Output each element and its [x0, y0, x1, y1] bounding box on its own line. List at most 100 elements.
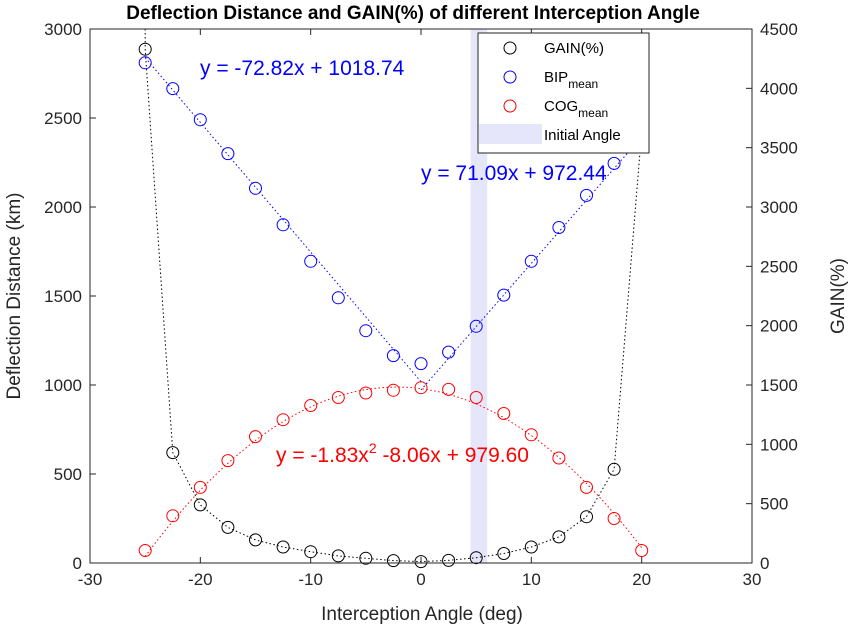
gain-trend-curve — [144, 28, 643, 563]
x-tick-label: -10 — [298, 570, 323, 589]
gain-point — [442, 553, 456, 567]
cog-point — [635, 544, 649, 557]
cog-point — [386, 383, 400, 397]
y-left-tick-label: 500 — [54, 465, 82, 484]
cog-point — [414, 381, 428, 395]
cog-point — [469, 391, 483, 404]
gain-point — [469, 551, 483, 565]
gain-point — [249, 533, 262, 547]
cog-point — [580, 480, 593, 494]
x-tick-label: 30 — [743, 570, 762, 589]
legend-label-bip: BIPmean — [544, 69, 598, 91]
gain-point — [414, 555, 428, 569]
bip-point — [221, 147, 235, 161]
cog-point — [442, 382, 456, 396]
gain-point — [386, 554, 400, 568]
cog-point — [497, 407, 511, 420]
bip-point — [359, 324, 373, 338]
y-right-tick-label: 3000 — [760, 198, 798, 217]
y-right-tick-label: 2000 — [760, 317, 798, 336]
x-axis-title: Interception Angle (deg) — [321, 604, 523, 625]
cog-point — [249, 430, 262, 444]
cog-point — [221, 454, 235, 468]
x-tick-label: 20 — [632, 570, 651, 589]
y-right-tick-label: 4000 — [760, 79, 798, 98]
gain-point — [193, 498, 207, 512]
legend-label-initialangle: Initial Angle — [544, 127, 621, 144]
gain-point — [221, 520, 235, 534]
y-left-tick-label: 1000 — [44, 376, 82, 395]
initial-angle-band — [470, 29, 488, 563]
y-right-tick-label: 1500 — [760, 376, 798, 395]
legend-marker-gain — [503, 41, 517, 55]
y-right-tick-label: 0 — [760, 554, 769, 573]
bip-point — [331, 291, 345, 305]
cog-point — [524, 428, 538, 442]
y-left-tick-label: 1500 — [44, 287, 82, 306]
y-right-tick-label: 3500 — [760, 139, 798, 158]
equation-bip-left: y = -72.82x + 1018.74 — [200, 57, 405, 80]
gain-point — [580, 510, 593, 524]
cog-point — [304, 399, 318, 412]
x-tick-label: 0 — [416, 570, 425, 589]
cog-point — [552, 451, 566, 465]
x-tick-label: -20 — [188, 570, 213, 589]
bip-point — [442, 345, 456, 359]
x-tick-label: -30 — [78, 570, 103, 589]
gain-point — [524, 540, 538, 554]
bip-point — [469, 319, 483, 333]
bip-point — [193, 113, 207, 127]
legend: GAIN(%) BIPmean COGmean Initial Angle — [477, 32, 650, 154]
y-left-axis-title: Deflection Distance (km) — [4, 193, 25, 400]
bip-point — [249, 181, 262, 195]
cog-point — [331, 391, 345, 404]
y-right-tick-label: 2500 — [760, 257, 798, 276]
y-right-tick-label: 1000 — [760, 435, 798, 454]
cog-point — [193, 480, 207, 494]
legend-marker-bip — [503, 70, 517, 84]
cog-point — [607, 512, 621, 525]
cog-point — [138, 544, 152, 557]
cog-point — [359, 386, 373, 400]
gain-point — [331, 549, 345, 563]
bip-point — [497, 288, 511, 302]
plot-layer: y = -72.82x + 1018.74 y = 71.09x + 972.44… — [138, 28, 649, 569]
bip-point — [166, 82, 180, 96]
bip-point — [414, 357, 428, 371]
gain-point — [138, 42, 152, 56]
gain-point — [166, 446, 180, 460]
chart-title: Deflection Distance and GAIN(%) of diffe… — [126, 3, 700, 24]
axes-layer: -30 -20 -10 0 10 20 30050010001500200025003000… — [44, 20, 798, 589]
bip-point — [138, 56, 152, 70]
bip-point — [580, 188, 593, 202]
y-left-tick-label: 2500 — [44, 109, 82, 128]
cog-point — [166, 509, 180, 523]
bip-point — [524, 254, 538, 268]
bip-point — [386, 349, 400, 363]
legend-swatch-initialangle — [479, 124, 542, 144]
equation-cog-fit: y = -1.83x2 -8.06x + 979.60 — [276, 440, 529, 467]
bip-fit-line-0 — [144, 57, 422, 382]
bip-point — [607, 156, 621, 170]
gain-point — [552, 530, 566, 544]
y-left-tick-label: 2000 — [44, 198, 82, 217]
bip-point — [304, 254, 318, 268]
gain-point — [497, 547, 511, 560]
y-right-tick-label: 4500 — [760, 20, 798, 39]
legend-label-gain: GAIN(%) — [544, 40, 604, 57]
y-left-tick-label: 0 — [73, 554, 82, 573]
cog-point — [276, 413, 290, 427]
legend-label-cog: COGmean — [544, 98, 608, 120]
x-tick-label: 10 — [522, 570, 541, 589]
equation-bip-right: y = 71.09x + 972.44 — [421, 162, 607, 185]
gain-point — [359, 551, 373, 565]
gain-point — [276, 540, 290, 554]
bip-point — [276, 218, 290, 232]
cog-fit-curve — [144, 386, 643, 557]
y-right-axis-title: GAIN(%) — [828, 258, 849, 334]
gain-point — [607, 462, 621, 476]
y-right-tick-label: 500 — [760, 495, 788, 514]
